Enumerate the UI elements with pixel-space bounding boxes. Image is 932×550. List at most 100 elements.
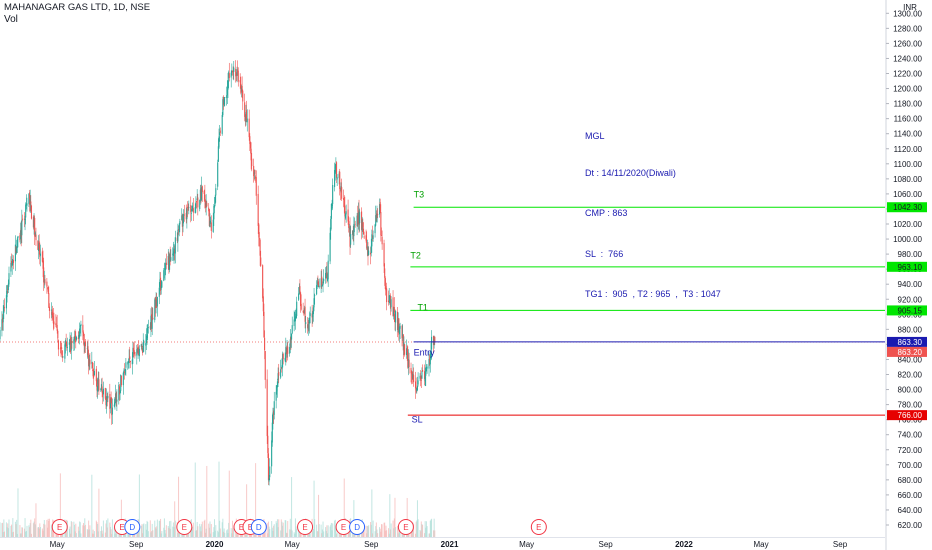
candle-body	[118, 384, 120, 400]
volume-bar	[215, 525, 217, 538]
earnings-marker[interactable]: E	[51, 519, 68, 535]
candle-body	[74, 336, 76, 337]
note-cmp: CMP : 863	[585, 208, 628, 218]
volume-bar	[2, 522, 4, 538]
candle	[361, 216, 363, 238]
volume-bar	[111, 533, 113, 538]
volume-bar	[398, 528, 400, 538]
volume-bar	[321, 529, 323, 538]
volume-bar	[312, 528, 314, 538]
candle	[282, 352, 284, 365]
candle-body	[106, 397, 108, 401]
candle	[122, 371, 124, 395]
candle	[233, 60, 235, 81]
candle-body	[55, 323, 57, 326]
candle	[57, 329, 59, 342]
candle-body	[425, 367, 427, 372]
candle-body	[138, 346, 140, 356]
volume-bar	[393, 518, 395, 538]
time-tick-label: May	[50, 540, 65, 549]
candle	[164, 263, 166, 281]
level-tag-t3: 1042.30	[887, 202, 927, 213]
candle	[403, 336, 405, 356]
candle	[33, 213, 35, 235]
earnings-marker[interactable]: E	[297, 519, 314, 535]
volume-bar	[89, 525, 91, 538]
earnings-marker[interactable]: E	[397, 519, 414, 535]
candle-body	[389, 295, 392, 309]
volume-bar	[181, 531, 183, 538]
candle-body	[21, 219, 23, 236]
time-tick-label: Sep	[599, 540, 614, 549]
candle	[276, 385, 278, 395]
volume-bar	[199, 523, 201, 538]
candle	[329, 227, 331, 265]
volume-bar	[416, 520, 418, 538]
candle-body	[65, 341, 67, 344]
candle	[152, 307, 154, 321]
time-axis[interactable]: May Sep 2020 May Sep 2021 May Sep 2022 May Sep	[0, 537, 885, 550]
candle-body	[127, 361, 129, 365]
candle-body	[420, 376, 422, 380]
candle	[357, 202, 359, 230]
level-tag-sl-bg	[887, 410, 927, 421]
candle-body	[57, 330, 59, 339]
candle-body	[268, 478, 270, 482]
candle	[325, 266, 327, 278]
volume-bar	[363, 526, 365, 538]
time-tick-label: May	[753, 540, 768, 549]
candle	[169, 246, 171, 266]
candle	[11, 253, 13, 268]
price-tick-label: 840.00	[898, 355, 923, 364]
dividend-marker[interactable]: D	[124, 519, 141, 535]
candle-body	[255, 176, 257, 179]
annotation-entry: Entry	[414, 348, 436, 358]
dividend-marker[interactable]: D	[250, 519, 267, 535]
volume-bar	[106, 520, 108, 538]
dividend-marker[interactable]: D	[349, 519, 366, 535]
candle-body	[416, 388, 418, 391]
earnings-marker[interactable]: E	[335, 519, 352, 535]
volume-bar	[291, 530, 293, 538]
candle	[205, 194, 207, 216]
candle-body	[345, 211, 347, 215]
volume-bar	[3, 519, 5, 538]
price-tick-label: 1240.00	[893, 54, 922, 63]
earnings-marker[interactable]: E	[530, 519, 547, 535]
candle	[299, 279, 301, 294]
volume-bar	[145, 524, 147, 538]
candle	[253, 158, 255, 183]
volume-bar	[25, 531, 27, 538]
candle	[145, 328, 147, 350]
candle	[192, 202, 194, 212]
candle-body	[111, 407, 113, 415]
candle-body	[124, 371, 126, 373]
candle-body	[414, 381, 417, 389]
candle-body	[116, 399, 118, 402]
volume-bar	[302, 533, 304, 538]
earnings-marker[interactable]: E	[176, 519, 193, 535]
candle-body	[95, 368, 97, 382]
candle-body	[93, 371, 95, 376]
candle	[110, 391, 112, 404]
volume-bar	[218, 461, 220, 538]
candle-body	[249, 142, 252, 149]
candle	[321, 268, 323, 289]
candle-body	[257, 193, 259, 226]
volume-bar	[276, 519, 278, 538]
candle-body	[253, 172, 255, 174]
candle-body	[88, 355, 90, 367]
candle-body	[259, 239, 261, 256]
volume-bar	[70, 520, 72, 538]
candle-body	[322, 281, 324, 286]
candle	[150, 308, 152, 338]
price-axis[interactable]: INR 620.00 640.00 660.00 680.00 700.00 720.00 7…	[885, 0, 932, 550]
candle-body	[413, 375, 415, 383]
candle-body	[41, 251, 43, 262]
candle-body	[249, 136, 251, 145]
volume-bar	[224, 532, 226, 538]
volume-bar	[203, 520, 205, 538]
